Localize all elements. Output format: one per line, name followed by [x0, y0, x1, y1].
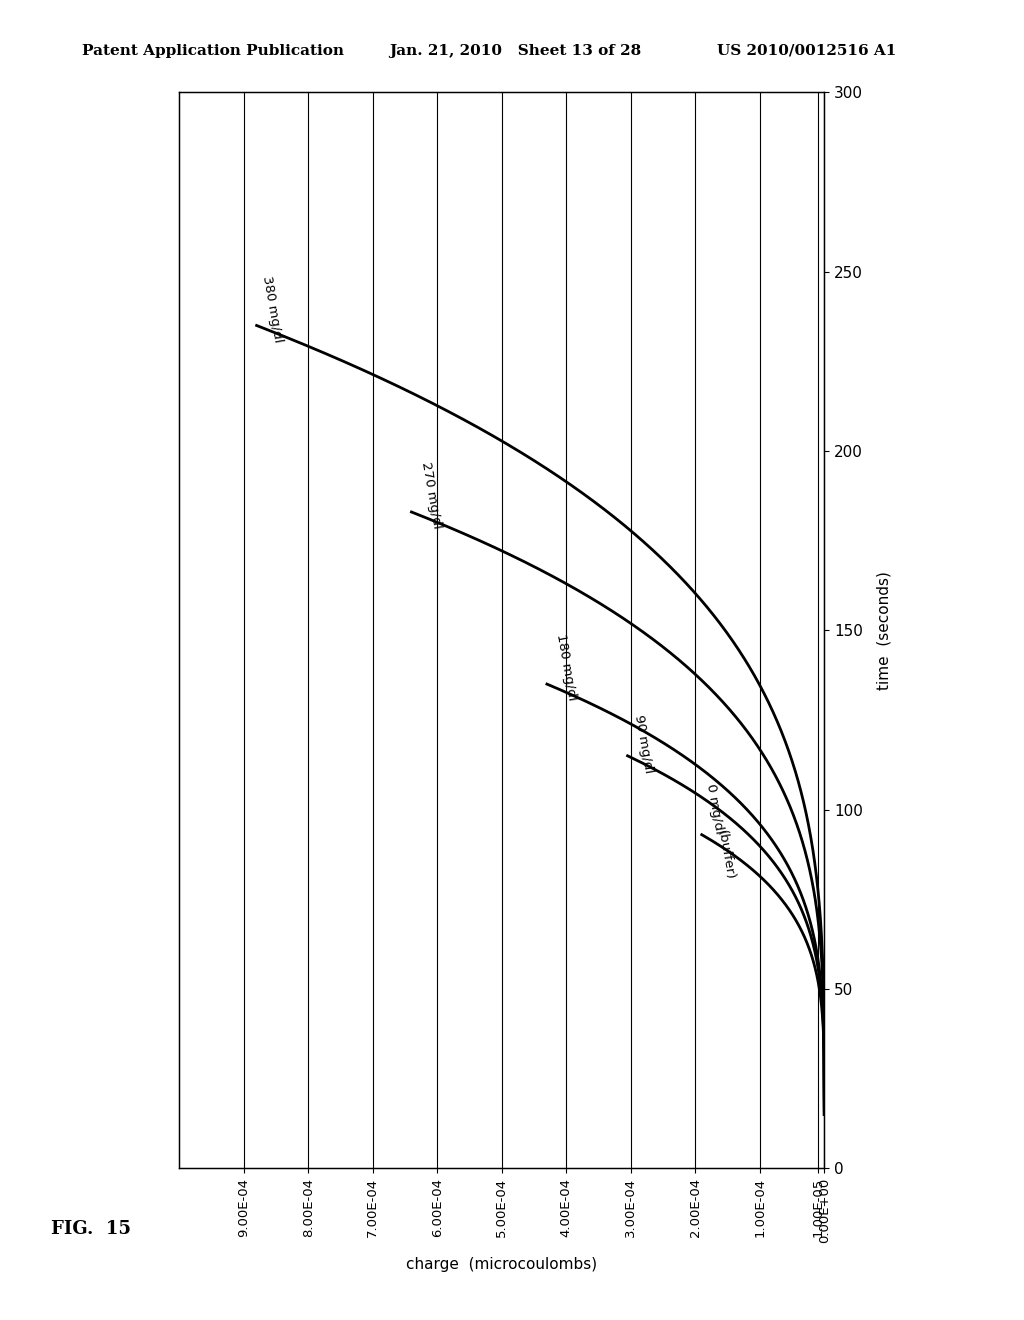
Text: Jan. 21, 2010   Sheet 13 of 28: Jan. 21, 2010 Sheet 13 of 28: [389, 44, 641, 58]
Y-axis label: time  (seconds): time (seconds): [877, 570, 892, 690]
Text: (buffer): (buffer): [715, 829, 736, 882]
Text: FIG.  15: FIG. 15: [51, 1220, 131, 1238]
Text: 90 mg/dl: 90 mg/dl: [632, 713, 655, 774]
Text: 180 mg/dl: 180 mg/dl: [554, 634, 579, 702]
Text: 0 mg/dl: 0 mg/dl: [703, 783, 725, 834]
Text: 270 mg/dl: 270 mg/dl: [419, 461, 443, 529]
Text: US 2010/0012516 A1: US 2010/0012516 A1: [717, 44, 896, 58]
X-axis label: charge  (microcoulombs): charge (microcoulombs): [407, 1257, 597, 1272]
Text: Patent Application Publication: Patent Application Publication: [82, 44, 344, 58]
Text: 380 mg/dl: 380 mg/dl: [260, 275, 285, 343]
